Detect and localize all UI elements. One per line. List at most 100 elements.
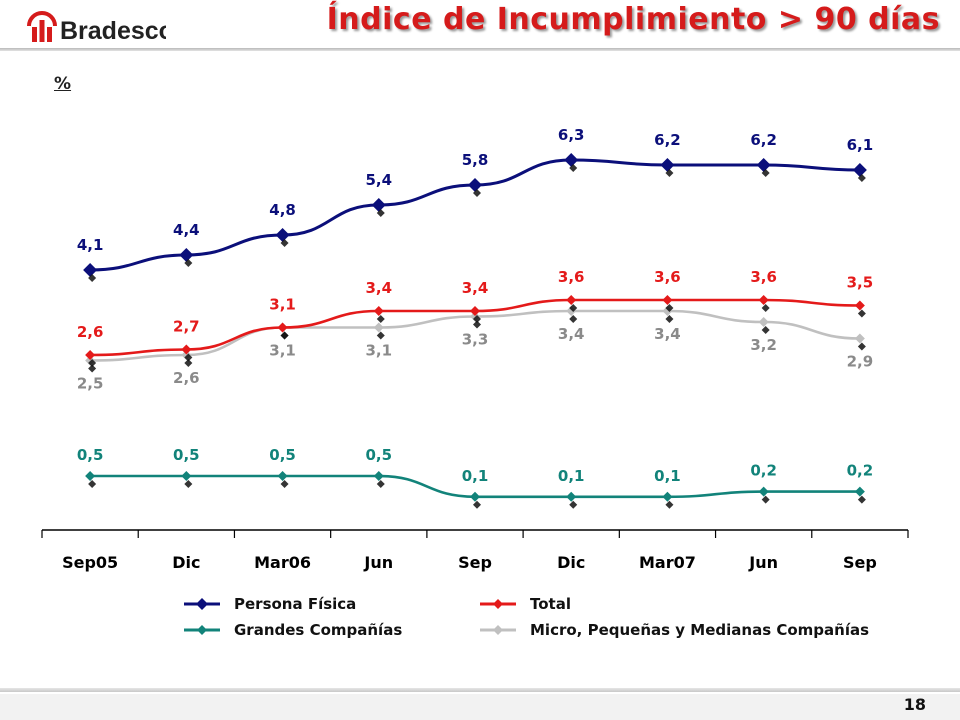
legend-item-micro-pequenas-medianas: Micro, Pequeñas y Medianas Compañías: [478, 618, 869, 642]
page-title: Índice de Incumplimiento > 90 días: [326, 2, 940, 37]
legend-label: Total: [530, 595, 571, 613]
legend-marker-icon: [480, 625, 516, 635]
data-label-total: 3,4: [365, 279, 392, 297]
data-labels: 2,5 2,6 3,1 3,1 3,3 3,4 3,4 3,2 2,9 2,6 2,7 3,1 3,4 3…: [77, 126, 873, 485]
series-layer: [83, 153, 867, 509]
data-label-micro-pequenas-y-medianas-companias: 2,6: [173, 369, 200, 387]
point-grandes-companias: [758, 486, 769, 497]
page-number: 18: [903, 695, 926, 714]
point-shadow: [569, 315, 578, 323]
point-shadow: [857, 495, 866, 504]
point-shadow: [473, 500, 481, 509]
x-axis: Sep05 Dic Mar06 Jun Sep Dic Mar07 Jun Sep: [41, 529, 909, 572]
point-grandes-companias: [373, 471, 384, 481]
point-persona-fisica: [468, 178, 482, 192]
data-label-total: 3,4: [462, 279, 489, 297]
data-label-micro-pequenas-y-medianas-companias: 3,1: [269, 342, 296, 360]
data-label-total: 3,5: [847, 274, 874, 292]
data-label-micro-pequenas-y-medianas-companias: 3,3: [462, 331, 489, 349]
data-label-persona-fisica: 4,8: [269, 201, 296, 219]
point-total: [277, 322, 288, 333]
point-shadow: [569, 304, 578, 312]
point-total: [373, 306, 384, 316]
data-label-total: 3,6: [558, 268, 585, 286]
point-shadow: [280, 331, 289, 340]
point-grandes-companias: [470, 491, 480, 502]
data-label-persona-fisica: 5,8: [462, 151, 489, 169]
point-total: [470, 306, 480, 316]
legend-item-total: Total: [478, 592, 571, 616]
data-label-grandes-companias: 0,2: [750, 462, 777, 480]
point-shadow: [376, 315, 385, 323]
point-grandes-companias: [662, 491, 673, 502]
data-label-grandes-companias: 0,1: [558, 467, 585, 485]
data-label-grandes-companias: 0,5: [365, 446, 392, 464]
point-shadow: [761, 495, 770, 504]
data-label-micro-pequenas-y-medianas-companias: 2,5: [77, 375, 104, 393]
footer-divider: [0, 688, 960, 692]
point-persona-fisica: [564, 153, 579, 167]
point-shadow: [473, 189, 481, 197]
data-label-grandes-companias: 0,2: [847, 462, 874, 480]
point-shadow: [665, 169, 674, 177]
legend-item-grandes-companias: Grandes Compañías: [182, 618, 402, 642]
data-label-total: 2,7: [173, 318, 200, 336]
point-shadow: [88, 274, 97, 282]
point-shadow: [88, 480, 97, 488]
data-label-micro-pequenas-y-medianas-companias: 3,1: [365, 342, 392, 360]
x-tick-label: Jun: [363, 553, 393, 572]
data-label-persona-fisica: 6,1: [847, 136, 874, 154]
point-grandes-companias: [85, 471, 96, 481]
data-label-total: 3,6: [750, 268, 777, 286]
point-persona-fisica: [852, 163, 867, 177]
point-grandes-companias: [277, 471, 288, 481]
footer-band: [0, 694, 960, 720]
data-label-total: 2,6: [77, 323, 104, 341]
x-tick-label: Sep: [458, 553, 492, 572]
data-label-micro-pequenas-y-medianas-companias: 3,2: [750, 336, 777, 354]
data-label-total: 3,6: [654, 268, 681, 286]
data-label-micro-pequenas-y-medianas-companias: 2,9: [847, 353, 874, 371]
series-line-persona-fisica: [90, 158, 860, 272]
point-micro-pequenas-y-medianas-companias: [758, 317, 769, 327]
point-shadow: [761, 304, 770, 312]
point-micro-pequenas-y-medianas-companias: [854, 333, 865, 344]
bradesco-logo: Bradesco: [26, 6, 166, 46]
data-label-persona-fisica: 6,3: [558, 126, 585, 144]
data-label-persona-fisica: 6,2: [654, 131, 681, 149]
point-total: [758, 295, 769, 305]
point-shadow: [569, 164, 578, 172]
data-label-grandes-companias: 0,1: [654, 467, 681, 485]
point-shadow: [280, 480, 289, 488]
point-shadow: [184, 353, 193, 362]
point-persona-fisica: [660, 158, 675, 172]
point-grandes-companias: [566, 491, 577, 502]
point-shadow: [376, 209, 385, 217]
data-label-micro-pequenas-y-medianas-companias: 3,4: [558, 325, 585, 343]
point-shadow: [184, 359, 193, 367]
point-total: [854, 300, 865, 311]
data-label-micro-pequenas-y-medianas-companias: 3,4: [654, 325, 681, 343]
point-grandes-companias: [854, 486, 865, 497]
legend-label: Micro, Pequeñas y Medianas Compañías: [530, 621, 870, 639]
point-shadow: [857, 174, 866, 182]
point-shadow: [665, 304, 674, 312]
data-label-persona-fisica: 4,1: [77, 236, 104, 254]
point-shadow: [473, 315, 481, 323]
data-label-persona-fisica: 4,4: [173, 221, 200, 239]
point-shadow: [761, 169, 770, 177]
x-tick-label: Dic: [557, 553, 585, 572]
x-tick-label: Jun: [748, 553, 778, 572]
legend-marker-icon: [184, 598, 220, 610]
point-shadow: [88, 364, 97, 373]
data-label-persona-fisica: 5,4: [365, 171, 392, 189]
point-shadow: [761, 326, 770, 334]
x-tick-label: Mar07: [639, 553, 696, 572]
unit-label: %: [54, 74, 72, 94]
point-persona-fisica: [83, 263, 98, 277]
legend: Persona Física Total Grandes Compañías M…: [182, 592, 942, 644]
point-persona-fisica: [179, 248, 194, 262]
point-persona-fisica: [756, 158, 771, 172]
point-shadow: [569, 500, 578, 509]
data-label-grandes-companias: 0,1: [462, 467, 489, 485]
